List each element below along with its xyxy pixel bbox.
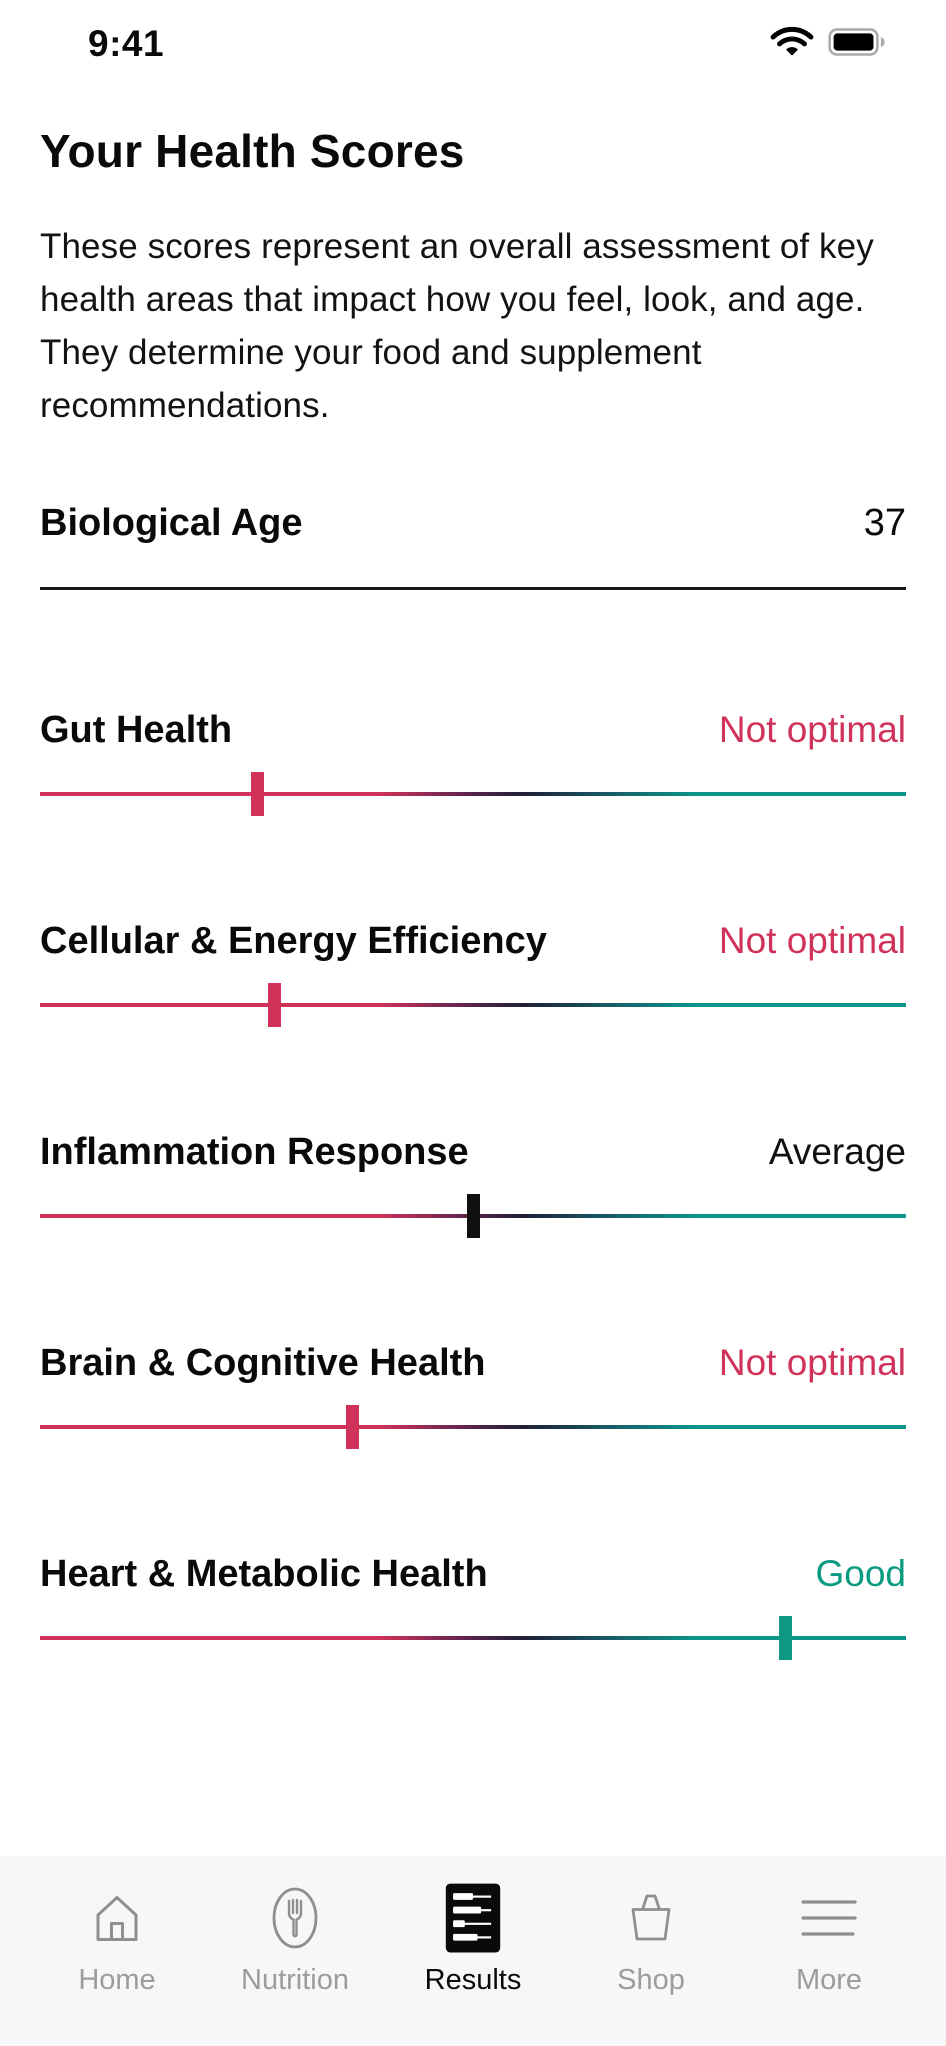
tab-results[interactable]: Results xyxy=(398,1882,548,2046)
score-header: Brain & Cognitive Health Not optimal xyxy=(40,1339,906,1387)
score-header: Gut Health Not optimal xyxy=(40,706,906,754)
score-slider xyxy=(40,771,906,817)
results-icon xyxy=(444,1882,502,1954)
score-slider xyxy=(40,1615,906,1661)
wifi-icon xyxy=(770,26,814,63)
tab-nutrition[interactable]: Nutrition xyxy=(220,1882,370,2046)
tab-home[interactable]: Home xyxy=(42,1882,192,2046)
score-status-badge: Good xyxy=(815,1553,906,1594)
score-header: Inflammation Response Average xyxy=(40,1128,906,1176)
tab-bar: Home Nutrition xyxy=(0,1856,946,2046)
score-header: Heart & Metabolic Health Good xyxy=(40,1550,906,1598)
score-gradient-track xyxy=(40,792,906,796)
biological-age-label: Biological Age xyxy=(40,502,303,544)
score-section-brain-cognitive: Brain & Cognitive Health Not optimal xyxy=(40,1339,906,1450)
score-section-gut-health: Gut Health Not optimal xyxy=(40,706,906,817)
score-section-cellular-energy: Cellular & Energy Efficiency Not optimal xyxy=(40,917,906,1028)
score-label: Brain & Cognitive Health xyxy=(40,1342,486,1384)
page-title: Your Health Scores xyxy=(40,125,465,177)
biological-age-value: 37 xyxy=(863,502,906,544)
main-content: Your Health Scores These scores represen… xyxy=(0,124,946,1661)
score-label: Gut Health xyxy=(40,709,233,751)
home-icon xyxy=(85,1882,149,1954)
score-label: Heart & Metabolic Health xyxy=(40,1553,488,1595)
score-marker xyxy=(778,1616,792,1660)
score-gradient-track xyxy=(40,1003,906,1007)
shop-icon xyxy=(619,1882,683,1954)
tab-label: Home xyxy=(78,1964,156,1996)
more-icon xyxy=(797,1882,861,1954)
score-marker xyxy=(345,1405,359,1449)
score-status-badge: Not optimal xyxy=(718,1342,906,1383)
score-label: Cellular & Energy Efficiency xyxy=(40,920,547,962)
score-marker xyxy=(267,983,281,1027)
tab-label: Nutrition xyxy=(241,1964,349,1996)
score-slider xyxy=(40,1404,906,1450)
biological-age-row: Biological Age 37 xyxy=(40,502,906,545)
score-gradient-track xyxy=(40,1425,906,1429)
tab-more[interactable]: More xyxy=(754,1882,904,2046)
score-status-badge: Not optimal xyxy=(718,709,906,750)
score-section-inflammation: Inflammation Response Average xyxy=(40,1128,906,1239)
tab-label: Shop xyxy=(617,1964,685,1996)
tab-label: More xyxy=(795,1964,863,1996)
score-header: Cellular & Energy Efficiency Not optimal xyxy=(40,917,906,965)
score-slider xyxy=(40,1193,906,1239)
divider xyxy=(40,587,906,590)
status-icons xyxy=(770,26,886,63)
tab-shop[interactable]: Shop xyxy=(576,1882,726,2046)
score-marker xyxy=(467,1194,480,1238)
score-gradient-track xyxy=(40,1636,906,1640)
score-marker xyxy=(250,772,264,816)
nutrition-icon xyxy=(263,1882,327,1954)
score-status-badge: Not optimal xyxy=(718,920,906,961)
status-bar: 9:41 xyxy=(0,0,946,74)
page-description: These scores represent an overall assess… xyxy=(40,227,874,425)
battery-icon xyxy=(828,27,886,61)
score-status-badge: Average xyxy=(768,1131,906,1172)
score-section-heart-metabolic: Heart & Metabolic Health Good xyxy=(40,1550,906,1661)
score-slider xyxy=(40,982,906,1028)
status-time: 9:41 xyxy=(88,23,165,64)
tab-label: Results xyxy=(424,1964,522,1996)
score-label: Inflammation Response xyxy=(40,1131,469,1173)
